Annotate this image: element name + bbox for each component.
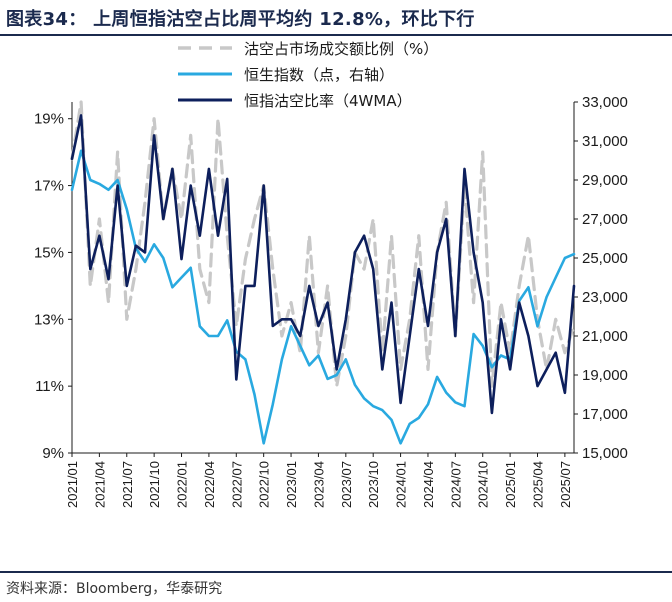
legend-label-short-ratio: 沽空占市场成交额比例（%） — [244, 40, 438, 58]
x-tick-label: 2022/01 — [175, 461, 190, 508]
y-left-tick-label: 19% — [34, 111, 64, 128]
plot-area: 9% 11% 13% 15% 17% 19% 15,000 17,000 19,000 21,00… — [34, 94, 628, 508]
y-left-tick-label: 17% — [34, 178, 64, 195]
title-bar: 图表34： 上周恒指沽空占比周平均约 12.8%，环比下行 — [0, 0, 672, 36]
x-tick-label: 2023/10 — [366, 461, 381, 508]
x-tick-label: 2025/01 — [503, 461, 518, 508]
y-left-tick-label: 13% — [34, 311, 64, 328]
legend-label-hsi: 恒生指数（点，右轴） — [244, 66, 394, 84]
x-tick-label: 2024/04 — [421, 461, 436, 508]
y-right-tick-label: 15,000 — [582, 445, 628, 462]
x-tick-label: 2025/07 — [558, 461, 573, 508]
x-tick-label: 2023/04 — [311, 461, 326, 508]
source-note: 资料来源：Bloomberg，华泰研究 — [6, 581, 223, 597]
title-divider — [0, 34, 672, 36]
series-short-ratio-line — [70, 100, 576, 388]
chart-canvas: 沽空占市场成交额比例（%） 恒生指数（点，右轴） 恒指沽空比率（4WMA） 9%… — [34, 40, 628, 508]
y-right-tick-label: 27,000 — [582, 211, 628, 228]
legend-label-short-ratio-4wma: 恒指沽空比率（4WMA） — [244, 92, 412, 110]
y-left-tick-label: 11% — [35, 378, 64, 395]
y-right-tick-label: 23,000 — [582, 289, 628, 306]
x-tick-label: 2021/07 — [120, 461, 135, 508]
x-tick-label: 2022/04 — [202, 461, 217, 508]
legend: 沽空占市场成交额比例（%） 恒生指数（点，右轴） 恒指沽空比率（4WMA） — [178, 40, 438, 110]
x-tick-label: 2024/10 — [476, 461, 491, 508]
series-hsi-line — [70, 149, 576, 445]
chart-title: 图表34： 上周恒指沽空占比周平均约 12.8%，环比下行 — [6, 9, 475, 30]
y-right-tick-label: 31,000 — [582, 133, 628, 150]
y-right-tick-label: 17,000 — [582, 406, 628, 423]
x-tick-label: 2022/07 — [229, 461, 244, 508]
series-short-ratio-4wma-line — [70, 114, 576, 415]
x-tick-label: 2023/07 — [339, 461, 354, 508]
y-left-tick-label: 9% — [42, 445, 64, 462]
y-left-tick-label: 15% — [34, 244, 64, 261]
y-right-tick-label: 29,000 — [582, 172, 628, 189]
x-tick-label: 2023/01 — [284, 461, 299, 508]
x-tick-label: 2025/04 — [530, 461, 545, 508]
y-right-tick-label: 33,000 — [582, 94, 628, 111]
y-right-tick-label: 19,000 — [582, 367, 628, 384]
y-right-tick-label: 21,000 — [582, 328, 628, 345]
x-tick-label: 2021/10 — [147, 461, 162, 508]
y-right-tick-label: 25,000 — [582, 250, 628, 267]
x-tick-label: 2022/10 — [257, 461, 272, 508]
footer-divider — [0, 571, 672, 573]
x-tick-label: 2024/01 — [394, 461, 409, 508]
x-tick-label: 2024/07 — [448, 461, 463, 508]
x-tick-label: 2021/04 — [92, 461, 107, 508]
x-tick-label: 2021/01 — [65, 461, 80, 508]
